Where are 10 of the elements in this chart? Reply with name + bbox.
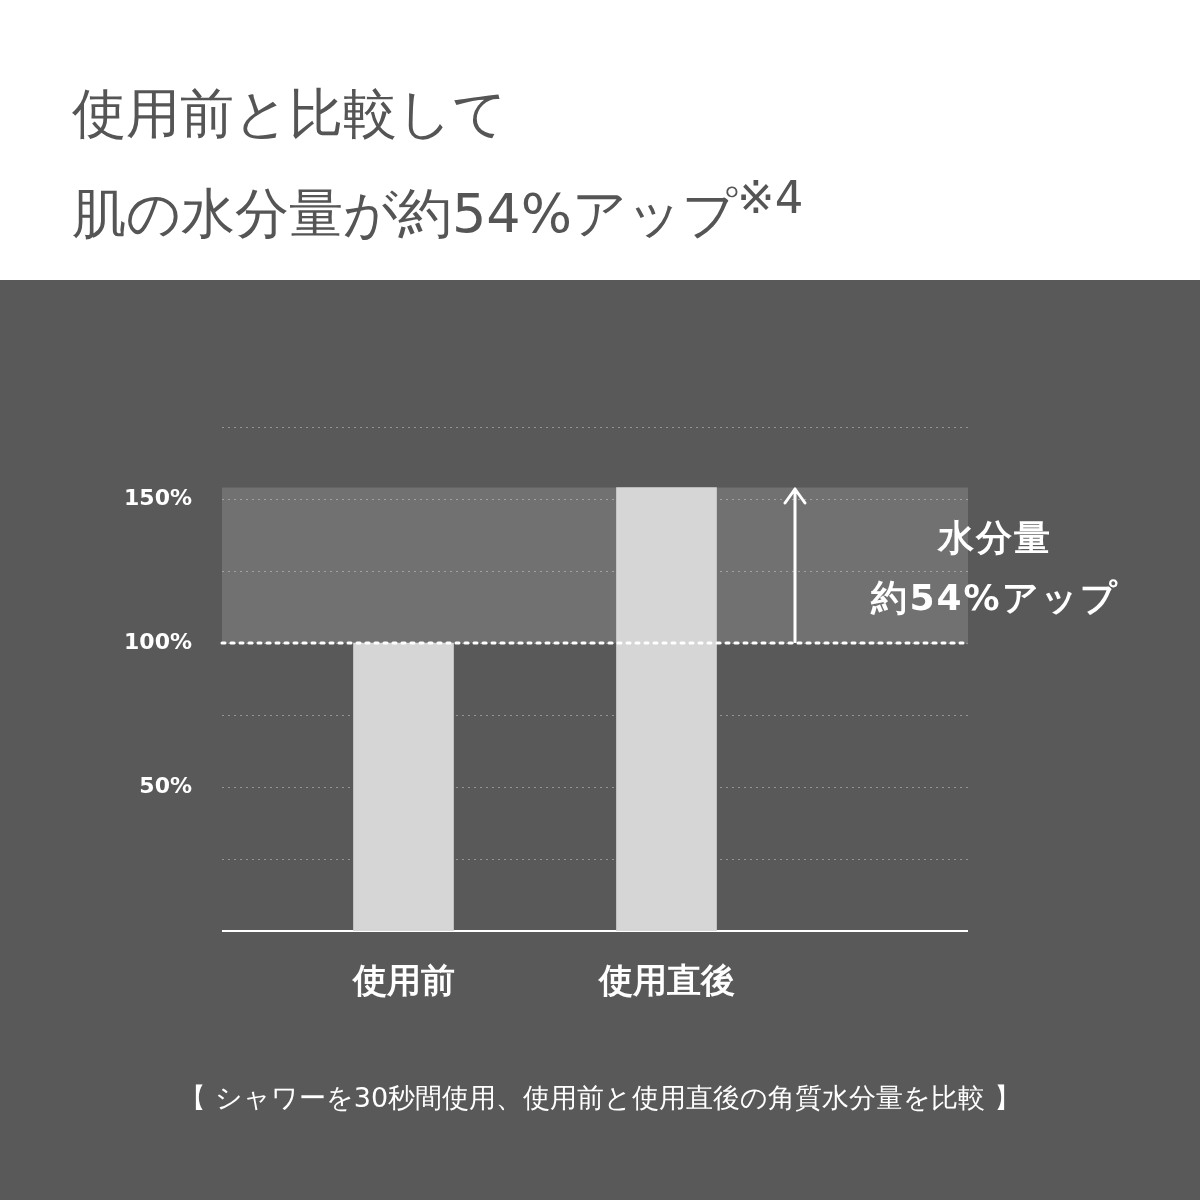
y-tick-label: 50% <box>139 772 192 798</box>
annotation: 約54%アップ <box>869 576 1120 620</box>
x-tick-label: 使用前 <box>351 960 455 1001</box>
chart-title: 使用前と比較して <box>72 82 507 145</box>
x-tick-label: 使用直後 <box>597 960 735 1001</box>
y-tick-label: 100% <box>124 628 192 654</box>
chart-subtitle: 肌の水分量が約54%アップ$^{※4}$ <box>72 171 804 245</box>
text: 【 シャワーを30秒間使用、使用前と使用直後の角質水分量を比較 】 <box>178 1081 1022 1115</box>
y-tick-label: 150% <box>124 484 192 510</box>
annotation: 水分量 <box>936 516 1053 560</box>
